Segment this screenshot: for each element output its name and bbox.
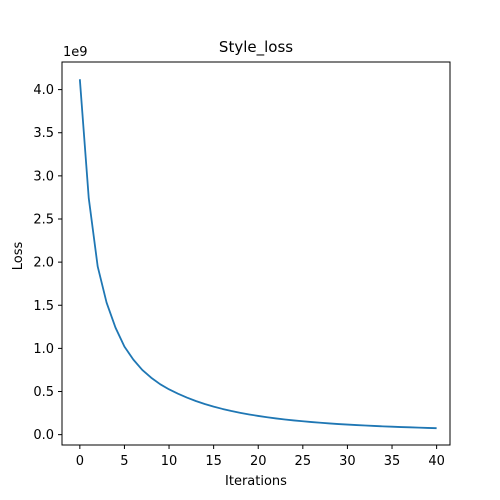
y-offset-label: 1e9 (63, 45, 88, 60)
y-tick-label: 0.0 (33, 428, 54, 443)
x-tick-label: 40 (428, 454, 445, 469)
plot-area: 0 5 10 15 20 25 30 35 40 0.0 0.5 1.0 1.5 2.0 2.5 3.0 3.5… (33, 61, 451, 469)
x-tick-label: 0 (76, 454, 84, 469)
plot-frame (61, 61, 451, 446)
x-tick-label: 30 (339, 454, 356, 469)
x-tick-label: 35 (384, 454, 401, 469)
chart-title: Style_loss (219, 38, 293, 57)
x-tick-label: 5 (120, 454, 128, 469)
x-tick-label: 15 (205, 454, 222, 469)
x-axis-label: Iterations (225, 474, 287, 489)
y-tick-label: 0.5 (33, 385, 54, 400)
y-tick-label: 2.5 (33, 212, 54, 227)
y-axis-label: Loss (11, 242, 26, 271)
series-line-loss (78, 79, 437, 430)
y-tick-label: 3.0 (33, 169, 54, 184)
y-tick-label: 1.5 (33, 299, 54, 314)
x-tick-label: 10 (161, 454, 178, 469)
y-tick-label: 4.0 (33, 83, 54, 98)
y-tick-label: 3.5 (33, 126, 54, 141)
x-tick-label: 20 (250, 454, 267, 469)
y-tick-label: 2.0 (33, 256, 54, 271)
x-tick-label: 25 (295, 454, 312, 469)
y-tick-label: 1.0 (33, 342, 54, 357)
